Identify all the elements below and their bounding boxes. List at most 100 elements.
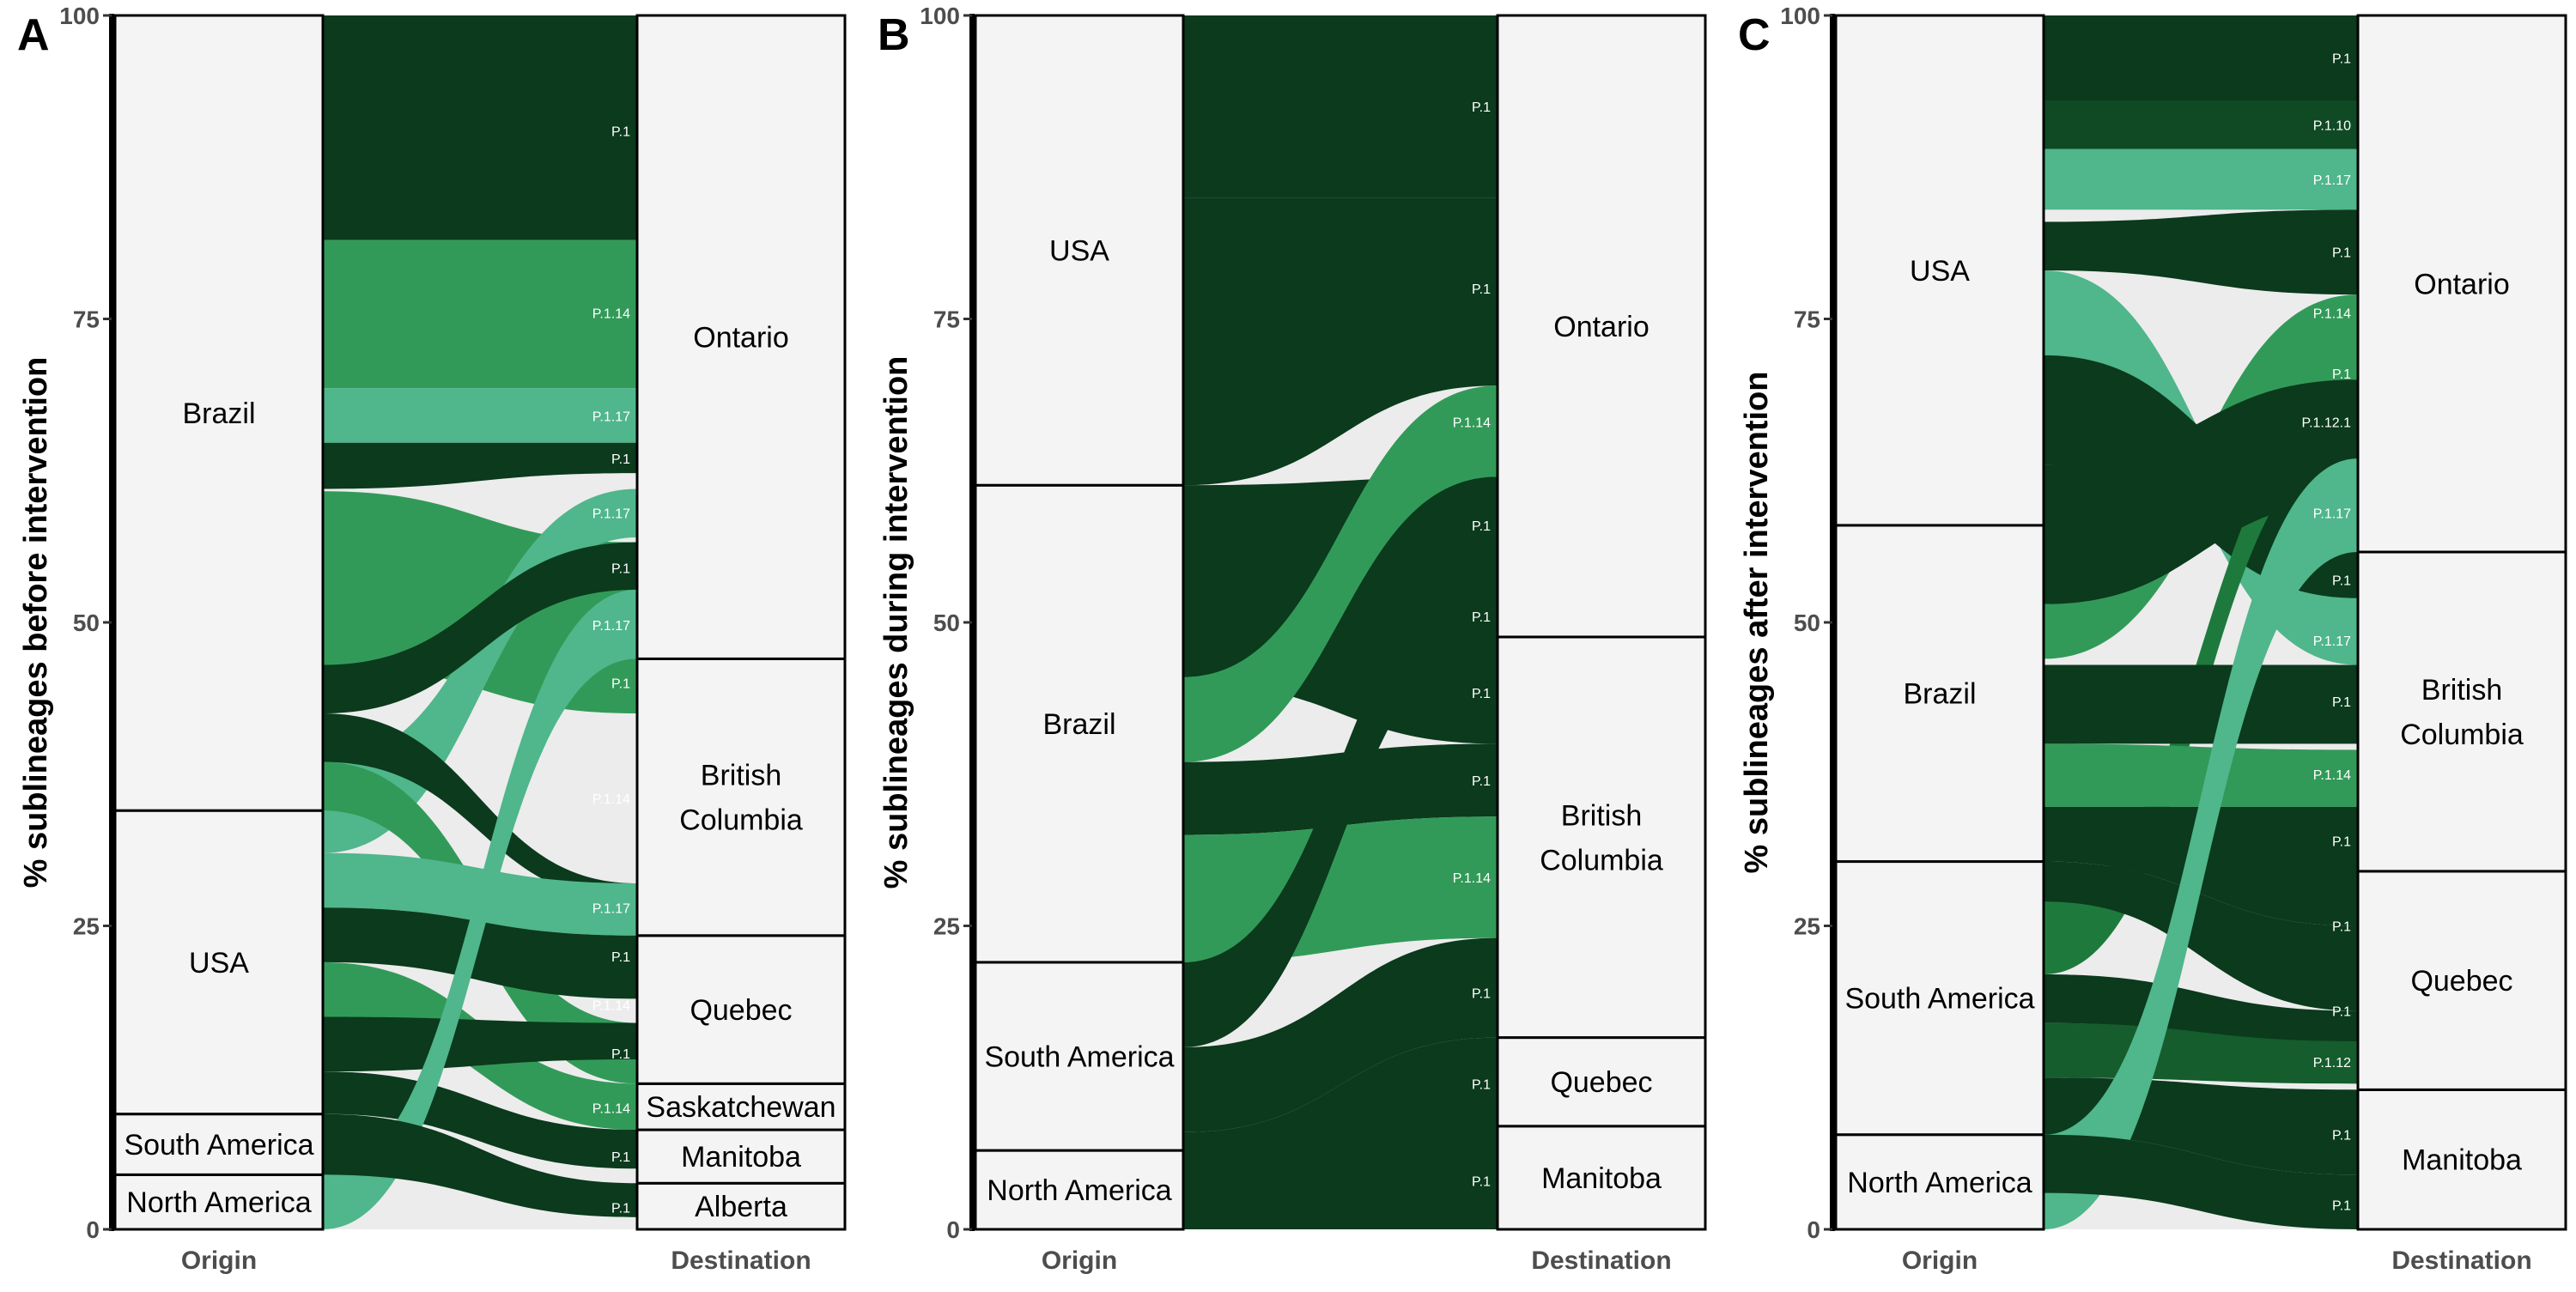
flow-label: P.1 — [2332, 695, 2351, 710]
x-axis-label-destination: Destination — [1531, 1247, 1671, 1275]
origin-stratum — [1834, 1133, 2045, 1231]
origin-stratum — [113, 14, 325, 812]
origin-stratum-label: North America — [987, 1174, 1171, 1207]
flow-label: P.1 — [611, 561, 630, 576]
x-axis-label-origin: Origin — [1902, 1247, 1978, 1275]
flow-P-1 — [1183, 561, 1498, 1047]
flow-label: P.1 — [1472, 282, 1491, 297]
flow-P-1 — [2044, 1134, 2358, 1229]
x-axis-label-origin: Origin — [181, 1247, 257, 1275]
y-axis-title: % sublineages during intervention — [878, 356, 914, 889]
flow-label: P.1 — [2332, 920, 2351, 935]
y-tick-label: 100 — [1780, 3, 1820, 29]
flow-P-1 — [1183, 15, 1498, 198]
origin-stratum-label: Brazil — [182, 397, 255, 430]
destination-stratum-label: British — [1561, 799, 1642, 832]
flow-label: P.1.14 — [2313, 768, 2351, 783]
destination-stratum — [2356, 1088, 2567, 1231]
y-tick-label: 0 — [86, 1216, 100, 1243]
destination-stratum-label: British — [2421, 674, 2502, 707]
origin-stratum-label: North America — [126, 1186, 311, 1219]
flow-P-1 — [323, 442, 637, 489]
flow-label: P.1 — [611, 950, 630, 965]
origin-stratum — [1834, 14, 2045, 527]
flow-P-1-14 — [2044, 743, 2358, 807]
origin-stratum — [974, 483, 1185, 964]
origin-stratum-label: Brazil — [1903, 678, 1976, 711]
y-axis-title: % sublineages after intervention — [1739, 372, 1775, 874]
y-tick-label: 50 — [933, 610, 960, 636]
destination-stratum-label: Columbia — [2400, 719, 2524, 751]
y-tick-label: 25 — [1794, 913, 1820, 940]
destination-stratum-label: Quebec — [1550, 1066, 1652, 1099]
flow-label: P.1.17 — [2313, 634, 2351, 649]
flow-P-1 — [323, 1113, 637, 1217]
destination-stratum — [635, 657, 847, 937]
flow-P-1 — [2044, 664, 2358, 744]
flow-label: P.1.14 — [592, 998, 630, 1013]
flow-P-1-17 — [2044, 458, 2358, 1229]
destination-stratum-label: Saskatchewan — [646, 1091, 835, 1124]
origin-stratum — [1834, 524, 2045, 864]
y-tick-label: 25 — [73, 913, 100, 940]
flow-label: P.1 — [2332, 1129, 2351, 1143]
flow-P-1 — [1183, 937, 1498, 1132]
destination-stratum-label: Manitoba — [681, 1141, 801, 1174]
y-tick-label: 50 — [1794, 610, 1820, 636]
origin-stratum — [113, 809, 325, 1116]
y-tick-label: 50 — [73, 610, 100, 636]
flow-P-1-10 — [2044, 100, 2358, 149]
destination-stratum — [635, 14, 847, 660]
origin-stratum — [974, 14, 1185, 487]
flow-label: P.1.14 — [2313, 306, 2351, 321]
destination-stratum — [635, 1128, 847, 1185]
flow-label: P.1 — [611, 1150, 630, 1165]
y-tick-label: 75 — [73, 306, 100, 333]
flow-P-1-14 — [323, 240, 637, 389]
panel-C: North America South America Brazil USA Manit… — [1738, 3, 2567, 1275]
flow-label: P.1 — [611, 677, 630, 692]
destination-stratum-label: Manitoba — [1541, 1162, 1662, 1195]
flow-label: P.1 — [2332, 574, 2351, 589]
flow-label: P.1 — [1472, 610, 1491, 625]
flow-label: P.1.17 — [592, 410, 630, 425]
flow-P-1 — [323, 713, 637, 902]
flow-label: P.1.14 — [1453, 416, 1491, 431]
origin-stratum — [113, 1173, 325, 1231]
flow-label: P.1 — [1472, 774, 1491, 789]
flow-label: P.1 — [611, 1202, 630, 1216]
panel-letter: C — [1738, 10, 1771, 60]
y-tick-label: 75 — [1794, 306, 1820, 333]
flow-label: P.1 — [2332, 1199, 2351, 1214]
flow-P-1 — [2044, 15, 2358, 100]
destination-stratum-label: Quebec — [2410, 965, 2512, 998]
x-axis-label-destination: Destination — [2391, 1247, 2531, 1275]
flow-label: P.1.17 — [2313, 173, 2351, 188]
flow-P-1 — [323, 1016, 637, 1072]
flow-P-1 — [2044, 974, 2358, 1047]
y-tick-label: 0 — [1807, 1216, 1820, 1243]
destination-stratum — [2356, 870, 2567, 1091]
flow-P-1 — [2044, 861, 2358, 1011]
flow-label: P.1 — [1472, 1174, 1491, 1189]
flow-label: P.1 — [611, 124, 630, 139]
panel-B: North America South America Brazil USA Manit… — [878, 3, 1707, 1275]
flow-label: P.1 — [611, 1047, 630, 1062]
flow-label: P.1 — [1472, 986, 1491, 1001]
origin-stratum-label: South America — [1844, 983, 2034, 1016]
destination-stratum-label: Ontario — [693, 322, 789, 355]
y-tick-label: 100 — [920, 3, 960, 29]
y-tick-label: 25 — [933, 913, 960, 940]
flow-label: P.1.17 — [592, 901, 630, 916]
destination-stratum-label: Alberta — [695, 1191, 787, 1223]
destination-stratum-label: Ontario — [2414, 268, 2510, 300]
flow-label: P.1.14 — [592, 1102, 630, 1117]
destination-stratum — [1496, 635, 1707, 1040]
origin-stratum-label: USA — [1049, 235, 1109, 268]
panel-letter: A — [17, 10, 50, 60]
flow-label: P.1 — [1472, 1077, 1491, 1092]
origin-stratum-label: USA — [189, 947, 249, 980]
origin-stratum-label: North America — [1847, 1167, 2032, 1199]
